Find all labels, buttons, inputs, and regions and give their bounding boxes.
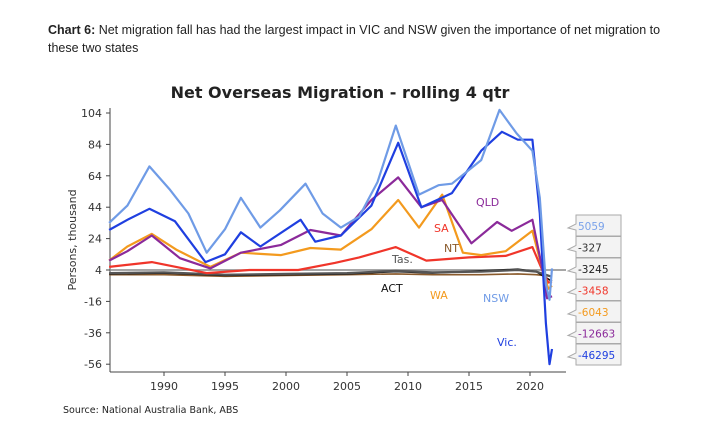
callout-value: -327 [578, 243, 602, 255]
callout-box [566, 322, 622, 344]
x-tick-label: 1990 [150, 380, 178, 393]
end-value-callout: -3245 [566, 257, 622, 280]
series-label: NT [444, 242, 459, 255]
series-label: WA [430, 289, 448, 302]
callout-box [566, 343, 622, 366]
end-value-callout: -6043 [566, 300, 622, 323]
source-note: Source: National Australia Bank, ABS [63, 405, 238, 416]
y-tick-label: 4 [95, 264, 102, 277]
series-line-sa [108, 246, 553, 284]
chart-caption: Chart 6: Net migration fall has had the … [48, 21, 688, 57]
y-tick-label: 44 [88, 201, 102, 214]
series-label: SA [434, 222, 449, 235]
callout-box [566, 300, 622, 323]
x-tick-label: 2000 [272, 380, 300, 393]
chart-title: Net Overseas Migration - rolling 4 qtr [171, 83, 510, 102]
end-value-callout: -12663 [566, 322, 622, 344]
series-line-nsw [108, 108, 554, 301]
series-line-qld [108, 176, 553, 300]
x-tick-label: 2015 [455, 380, 483, 393]
callout-box [566, 279, 622, 301]
y-tick-label: 24 [88, 233, 102, 246]
y-axis-label: Persons, thousand [66, 189, 79, 290]
end-value-callout: -46295 [566, 343, 622, 366]
callout-value: -6043 [578, 307, 609, 319]
series-label: NSW [483, 292, 509, 305]
end-value-callout: -3458 [566, 279, 622, 301]
series-line-nt [109, 273, 553, 278]
end-value-callout: 5059 [566, 214, 622, 237]
caption-text: Net migration fall has had the largest i… [48, 23, 661, 55]
caption-prefix: Chart 6: [48, 23, 96, 37]
y-tick-label: 84 [88, 138, 102, 151]
callout-box [566, 236, 622, 258]
x-tick-label: 1995 [211, 380, 239, 393]
callout-box [566, 257, 622, 280]
y-tick-label: 64 [88, 170, 102, 183]
callout-value: -12663 [578, 329, 615, 341]
callout-box [566, 214, 622, 237]
series-label: QLD [476, 196, 499, 209]
series-label: Vic. [497, 336, 517, 349]
series-label: ACT [381, 282, 403, 295]
series-line-tas [109, 268, 553, 278]
series-label: Tas. [391, 253, 413, 266]
callout-value: -46295 [578, 350, 615, 362]
y-tick-label: -16 [84, 295, 102, 308]
x-tick-label: 2020 [516, 380, 544, 393]
x-tick-label: 2010 [394, 380, 422, 393]
series-line-wa [108, 193, 553, 290]
callout-value: 5059 [578, 221, 605, 233]
end-value-callout: -327 [566, 236, 622, 258]
y-tick-label: -56 [84, 358, 102, 371]
y-tick-label: -36 [84, 327, 102, 340]
x-tick-label: 2005 [333, 380, 361, 393]
callout-value: -3458 [578, 286, 609, 298]
callout-value: -3245 [578, 264, 609, 276]
y-tick-label: 104 [81, 107, 102, 120]
